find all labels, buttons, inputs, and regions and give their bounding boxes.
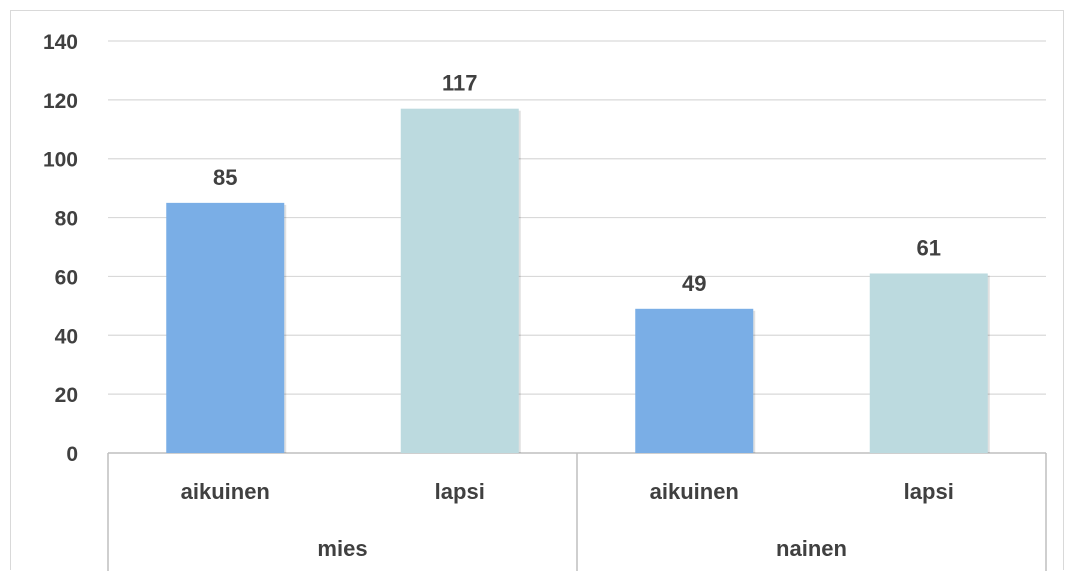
bar — [870, 273, 988, 453]
y-tick-label: 120 — [43, 90, 78, 113]
x-group-label: nainen — [776, 536, 847, 561]
x-category-label: lapsi — [904, 479, 954, 504]
y-tick-label: 60 — [55, 266, 78, 289]
x-category-label: aikuinen — [181, 479, 270, 504]
bar — [401, 109, 519, 453]
data-label: 85 — [213, 165, 237, 190]
bar — [635, 309, 753, 453]
data-label: 61 — [917, 235, 941, 260]
data-label: 49 — [682, 271, 706, 296]
y-tick-label: 40 — [55, 325, 78, 348]
bar — [166, 203, 284, 453]
y-tick-label: 100 — [43, 149, 78, 172]
y-tick-label: 140 — [43, 31, 78, 54]
y-tick-label: 80 — [55, 208, 78, 231]
x-category-label: lapsi — [435, 479, 485, 504]
data-label: 117 — [442, 71, 478, 96]
x-category-label: aikuinen — [650, 479, 739, 504]
x-group-label: mies — [317, 536, 367, 561]
y-tick-label: 0 — [66, 443, 78, 466]
y-tick-label: 20 — [55, 384, 78, 407]
